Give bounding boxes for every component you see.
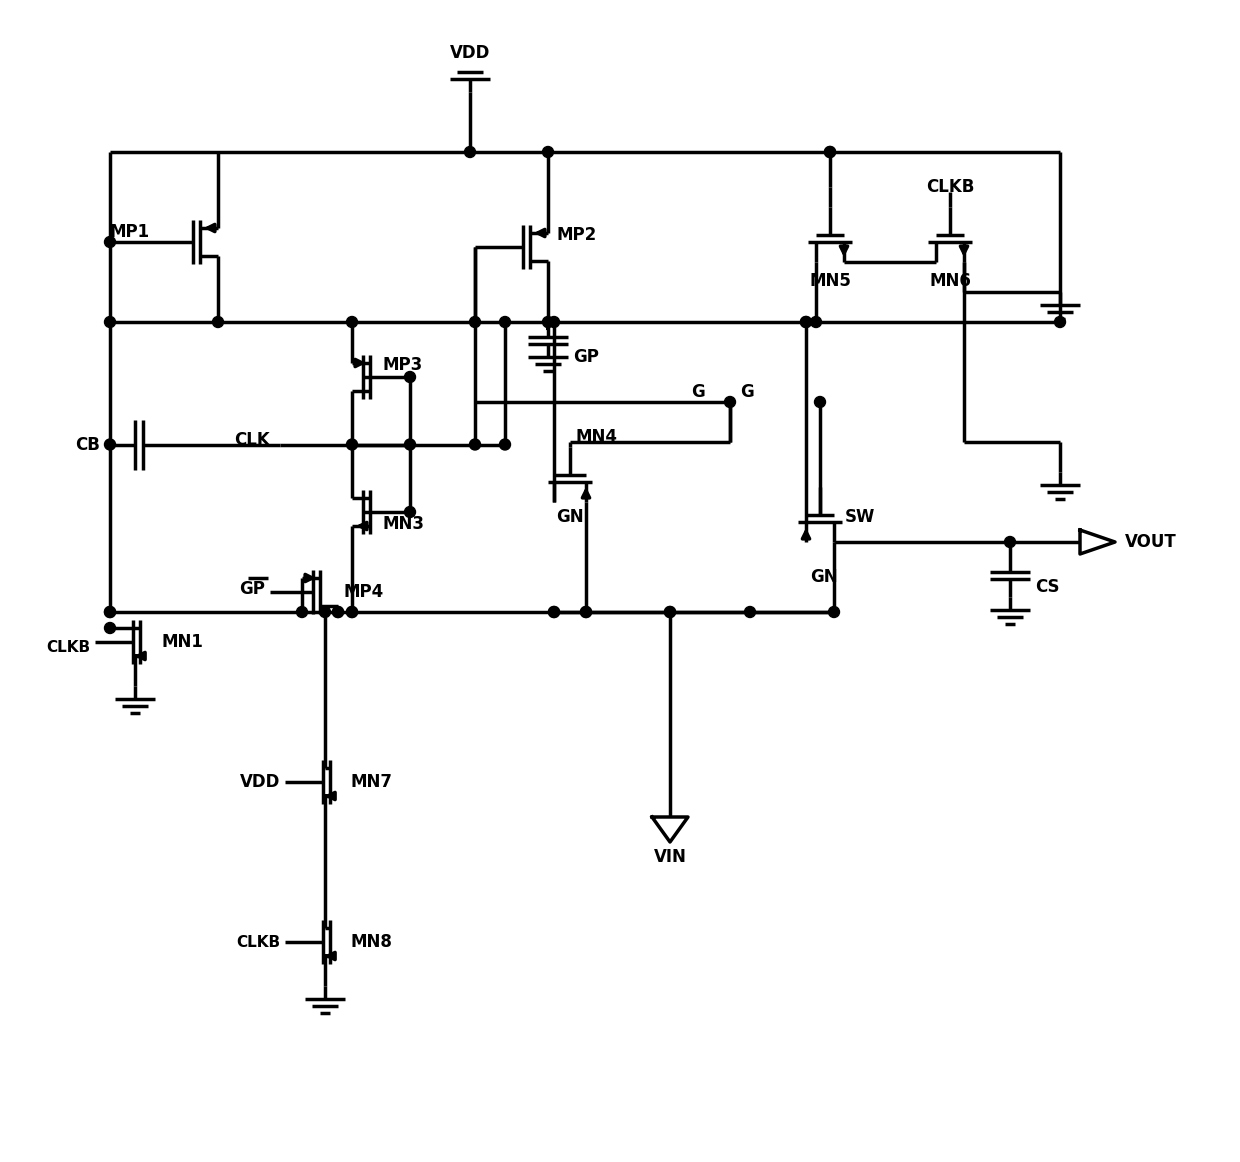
Text: MP4: MP4 — [343, 583, 383, 601]
Text: MN3: MN3 — [382, 515, 424, 533]
Circle shape — [580, 607, 591, 617]
Circle shape — [470, 439, 481, 450]
Text: CB: CB — [76, 436, 100, 453]
Circle shape — [104, 237, 115, 248]
Text: MN7: MN7 — [351, 773, 393, 791]
Circle shape — [828, 607, 839, 617]
Circle shape — [346, 607, 357, 617]
Text: CLKB: CLKB — [236, 934, 280, 949]
Circle shape — [212, 316, 223, 328]
Circle shape — [500, 439, 511, 450]
Circle shape — [104, 439, 115, 450]
Circle shape — [320, 607, 331, 617]
Circle shape — [404, 507, 415, 517]
Text: VDD: VDD — [239, 773, 280, 791]
Text: VOUT: VOUT — [1125, 533, 1177, 551]
Circle shape — [815, 396, 826, 408]
Circle shape — [500, 316, 511, 328]
Text: CS: CS — [1035, 578, 1059, 596]
Circle shape — [1004, 537, 1016, 547]
Circle shape — [404, 439, 415, 450]
Text: CLKB: CLKB — [46, 639, 91, 654]
Circle shape — [548, 607, 559, 617]
Circle shape — [332, 607, 343, 617]
Text: SW: SW — [844, 508, 875, 526]
Circle shape — [744, 607, 755, 617]
Circle shape — [470, 316, 481, 328]
Text: GP: GP — [573, 347, 599, 366]
Circle shape — [1054, 316, 1065, 328]
Circle shape — [332, 607, 343, 617]
Text: G: G — [740, 383, 754, 401]
Text: VIN: VIN — [653, 848, 687, 866]
Text: G: G — [691, 383, 706, 401]
Circle shape — [724, 396, 735, 408]
Circle shape — [543, 146, 553, 158]
Text: VDD: VDD — [450, 44, 490, 62]
Circle shape — [104, 607, 115, 617]
Circle shape — [801, 316, 811, 328]
Circle shape — [548, 607, 559, 617]
Circle shape — [296, 607, 308, 617]
Circle shape — [104, 316, 115, 328]
Text: MN8: MN8 — [351, 933, 393, 951]
Circle shape — [346, 607, 357, 617]
Text: MN4: MN4 — [575, 428, 618, 446]
Circle shape — [548, 316, 559, 328]
Circle shape — [811, 316, 822, 328]
Text: MP3: MP3 — [382, 356, 423, 374]
Circle shape — [346, 439, 357, 450]
Circle shape — [825, 146, 836, 158]
Text: MP2: MP2 — [556, 225, 596, 244]
Circle shape — [104, 607, 115, 617]
Circle shape — [580, 607, 591, 617]
Circle shape — [346, 316, 357, 328]
Circle shape — [543, 316, 553, 328]
Circle shape — [801, 316, 811, 328]
Circle shape — [825, 146, 836, 158]
Circle shape — [665, 607, 676, 617]
Circle shape — [665, 607, 676, 617]
Text: GP: GP — [239, 580, 265, 598]
Text: MP1: MP1 — [110, 223, 150, 241]
Circle shape — [404, 372, 415, 382]
Text: MN5: MN5 — [808, 272, 851, 290]
Circle shape — [104, 623, 115, 633]
Text: MN1: MN1 — [161, 633, 203, 651]
Text: CLKB: CLKB — [926, 178, 975, 196]
Text: MN6: MN6 — [929, 272, 971, 290]
Text: CLK: CLK — [234, 430, 270, 449]
Text: GN: GN — [810, 568, 838, 586]
Text: GN: GN — [557, 508, 584, 526]
Circle shape — [465, 146, 475, 158]
